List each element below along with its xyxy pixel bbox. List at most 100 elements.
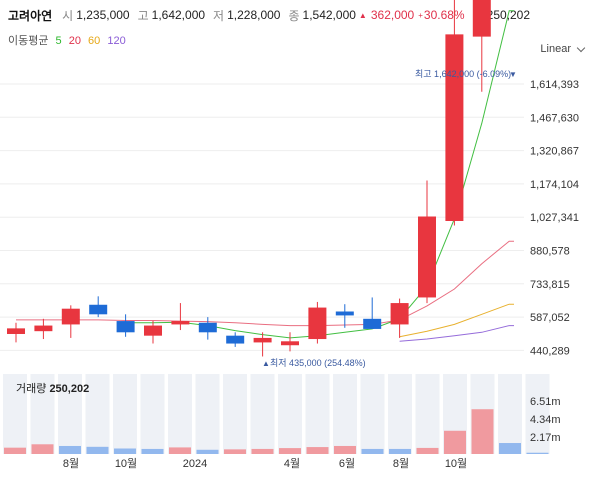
candle-body bbox=[226, 335, 245, 344]
volume-tick-label: 4.34m bbox=[530, 414, 561, 426]
low-label: 저 bbox=[213, 8, 225, 23]
x-tick-label: 4월 bbox=[284, 457, 300, 470]
volume-column-band bbox=[360, 374, 385, 454]
min-annotation: 최저 435,000 (254.48%) bbox=[270, 358, 366, 368]
volume-column-band bbox=[498, 374, 522, 454]
price-tick-label: 1,027,341 bbox=[530, 212, 579, 224]
volume-column-band bbox=[30, 374, 55, 454]
x-tick-label: 2024 bbox=[183, 458, 207, 470]
volume-title-value: 250,202 bbox=[49, 383, 90, 395]
x-tick-label: 6월 bbox=[339, 457, 355, 470]
volume-column-band bbox=[333, 374, 357, 454]
scale-selector-label: Linear bbox=[540, 43, 571, 55]
volume-bar bbox=[196, 449, 219, 454]
x-tick-label: 10월 bbox=[115, 457, 137, 470]
moving-average-legend[interactable]: 이동평균 5 20 60 120 bbox=[8, 32, 130, 48]
candle-body bbox=[390, 303, 409, 325]
volume-bar bbox=[389, 448, 411, 454]
volume-bar bbox=[334, 445, 356, 454]
volume-bar bbox=[526, 452, 549, 454]
candle-body bbox=[418, 216, 436, 298]
volume-column-band bbox=[278, 374, 302, 454]
volume-column-band bbox=[85, 374, 110, 454]
candle-body bbox=[198, 322, 217, 333]
volume-column-band bbox=[195, 374, 220, 454]
candle-body bbox=[171, 321, 190, 325]
volume-bar bbox=[306, 447, 329, 454]
volume-bar bbox=[416, 447, 439, 454]
candle-body bbox=[144, 325, 162, 336]
stock-name: 고려아연 bbox=[8, 8, 53, 23]
volume-bar bbox=[4, 447, 26, 454]
candle-body bbox=[7, 328, 25, 334]
up-triangle-icon: ▲ bbox=[262, 359, 270, 368]
volume-bar bbox=[444, 430, 466, 454]
price-tick-label: 440,289 bbox=[530, 345, 570, 357]
x-tick-label: 10월 bbox=[445, 457, 467, 470]
volume-bar bbox=[251, 448, 274, 454]
volume-bar bbox=[279, 448, 301, 454]
x-tick-label: 8월 bbox=[63, 457, 79, 470]
volume-bar bbox=[361, 448, 384, 454]
high-value: 1,642,000 bbox=[151, 8, 206, 22]
plus-icon: + bbox=[418, 10, 423, 20]
price-tick-label: 1,614,393 bbox=[530, 79, 579, 91]
volume-column-band bbox=[58, 374, 82, 454]
volume-column-band bbox=[140, 374, 165, 454]
ma-20-line bbox=[16, 240, 514, 327]
ma-5-line bbox=[125, 10, 514, 339]
candle-body bbox=[281, 341, 299, 346]
candle-body bbox=[445, 34, 464, 221]
volume-column-band bbox=[250, 374, 275, 454]
ma-120-period: 120 bbox=[107, 35, 126, 47]
volume-bar bbox=[31, 444, 54, 454]
max-annotation: 최고 1,642,000 (-6.09%) bbox=[415, 69, 511, 79]
candle-body bbox=[61, 308, 80, 325]
close-label: 종 bbox=[288, 8, 300, 23]
volume-bar bbox=[59, 445, 81, 454]
volume-column-band bbox=[305, 374, 330, 454]
volume-column-band bbox=[223, 374, 247, 454]
ma-5-period: 5 bbox=[55, 35, 62, 47]
ma-120-line bbox=[399, 325, 514, 342]
volume-bar bbox=[114, 448, 136, 454]
candle-body bbox=[335, 311, 354, 316]
volume-bar bbox=[499, 443, 521, 454]
price-tick-label: 880,578 bbox=[530, 246, 570, 258]
price-tick-label: 733,815 bbox=[530, 279, 570, 291]
volume-column-band bbox=[415, 374, 440, 454]
price-tick-label: 587,052 bbox=[530, 312, 570, 324]
moving-average-label: 이동평균 bbox=[8, 35, 49, 47]
ma-60-period: 60 bbox=[88, 35, 101, 47]
price-tick-label: 1,467,630 bbox=[530, 112, 579, 124]
high-label: 고 bbox=[137, 8, 149, 23]
volume-column-band bbox=[3, 374, 27, 454]
x-tick-label: 8월 bbox=[393, 457, 409, 470]
low-value: 1,228,000 bbox=[227, 8, 281, 22]
candle-body bbox=[116, 321, 135, 333]
candle-body bbox=[89, 304, 108, 315]
volume-column-band bbox=[113, 374, 137, 454]
up-triangle-icon: ▲ bbox=[358, 10, 367, 20]
scale-selector[interactable]: Linear bbox=[540, 43, 586, 55]
volume-tick-label: 2.17m bbox=[530, 432, 561, 444]
candle-body bbox=[308, 307, 327, 340]
candle-body bbox=[253, 337, 272, 343]
volume-bar bbox=[141, 448, 164, 454]
open-value: 1,235,000 bbox=[76, 8, 130, 22]
ma-20-period: 20 bbox=[68, 35, 81, 47]
volume-title-label: 거래량 bbox=[16, 383, 47, 395]
down-triangle-icon: ▼ bbox=[509, 70, 517, 79]
volume-bar bbox=[224, 449, 246, 454]
candle-body bbox=[363, 318, 382, 329]
open-label: 시 bbox=[62, 8, 74, 23]
change-value: 362,000 bbox=[370, 8, 415, 22]
volume-tick-label: 6.51m bbox=[530, 396, 561, 408]
ma-60-line bbox=[399, 303, 514, 338]
candle-body bbox=[472, 0, 491, 37]
price-tick-label: 1,320,867 bbox=[530, 146, 579, 158]
price-tick-label: 1,174,104 bbox=[530, 179, 579, 191]
volume-column-band bbox=[388, 374, 412, 454]
volume-bar bbox=[86, 446, 109, 454]
